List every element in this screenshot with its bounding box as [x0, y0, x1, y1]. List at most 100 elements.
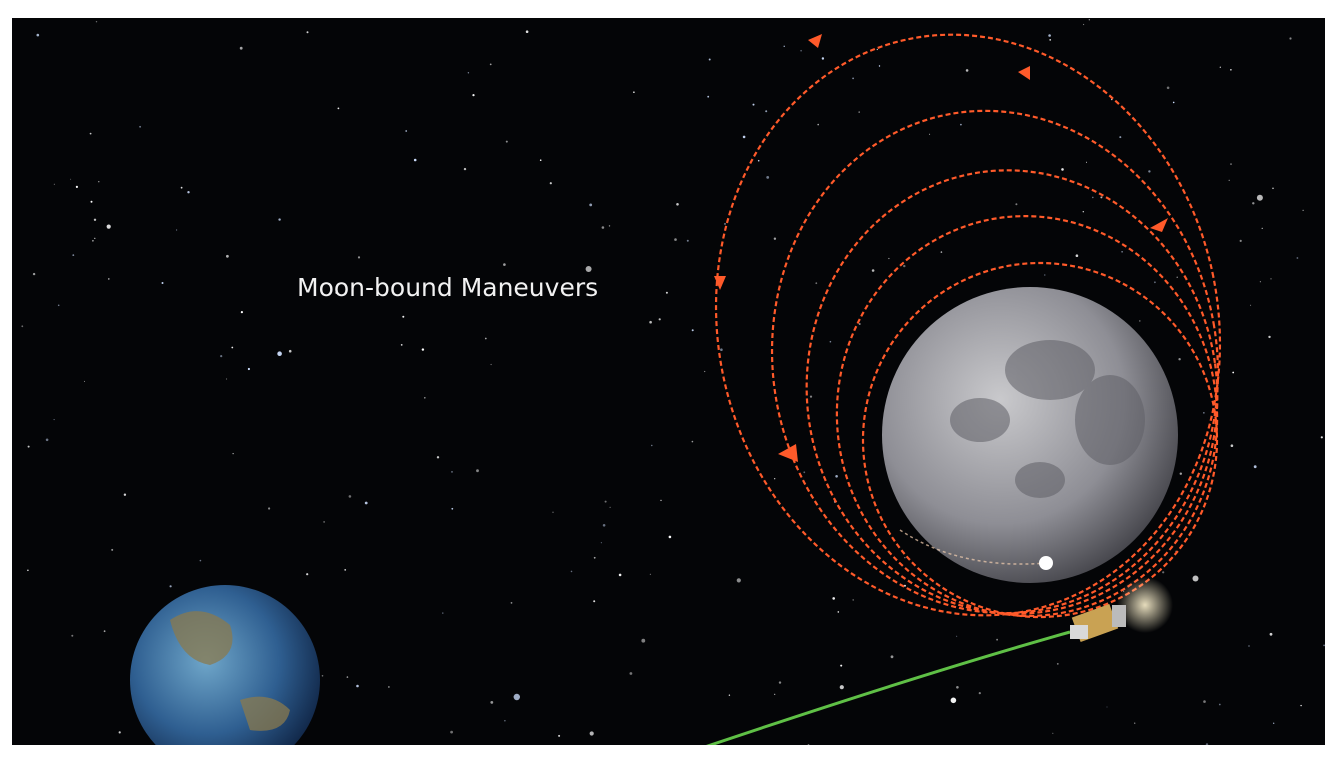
star	[1167, 87, 1170, 90]
star	[724, 223, 726, 225]
star	[815, 282, 817, 284]
star	[1262, 228, 1263, 229]
star	[941, 251, 943, 253]
star	[233, 453, 234, 454]
star	[1139, 320, 1141, 322]
star	[491, 364, 492, 365]
star	[558, 735, 560, 737]
star	[1057, 663, 1059, 665]
star	[1270, 633, 1273, 636]
star	[405, 130, 407, 132]
star	[344, 569, 346, 571]
star	[1300, 705, 1301, 706]
star	[903, 265, 905, 267]
star	[1173, 102, 1175, 104]
star	[877, 49, 878, 50]
star	[485, 338, 487, 340]
star	[306, 573, 308, 575]
star	[765, 110, 767, 112]
star	[571, 571, 573, 573]
star	[1015, 203, 1017, 205]
star	[1154, 281, 1156, 283]
star	[666, 292, 668, 294]
star	[590, 731, 594, 735]
star	[240, 47, 243, 50]
star	[1203, 700, 1206, 703]
star	[1100, 196, 1102, 198]
star	[966, 69, 969, 72]
star	[307, 31, 309, 33]
star	[633, 91, 635, 93]
star	[810, 396, 812, 398]
star	[1044, 274, 1045, 275]
star	[1177, 277, 1178, 278]
star	[1321, 436, 1323, 438]
star	[674, 238, 677, 241]
star	[1271, 278, 1272, 279]
star	[1180, 473, 1182, 475]
star	[1086, 162, 1087, 163]
star	[226, 255, 229, 258]
star	[676, 203, 679, 206]
star	[388, 686, 389, 687]
star	[891, 655, 894, 658]
star	[442, 612, 443, 613]
star	[1240, 240, 1242, 242]
star	[1076, 254, 1079, 257]
star	[349, 495, 352, 498]
star	[365, 502, 368, 505]
star	[822, 57, 824, 59]
star	[605, 501, 607, 503]
star	[72, 254, 74, 256]
star	[94, 238, 95, 239]
star	[514, 694, 520, 700]
star	[1048, 34, 1051, 37]
star	[649, 321, 652, 324]
star	[1232, 372, 1234, 374]
star	[347, 676, 349, 678]
star	[1254, 465, 1257, 468]
star	[835, 475, 838, 478]
star	[589, 204, 592, 207]
star	[1260, 281, 1261, 282]
star	[1230, 163, 1231, 164]
star	[1273, 723, 1274, 724]
star	[669, 536, 672, 539]
star	[119, 731, 121, 733]
star	[704, 371, 705, 372]
star	[268, 507, 270, 509]
star	[289, 350, 292, 353]
star	[602, 226, 605, 229]
star	[817, 124, 819, 126]
star	[1289, 37, 1291, 39]
star	[956, 686, 959, 689]
star	[888, 258, 889, 259]
star	[278, 218, 280, 220]
star	[774, 238, 776, 240]
star	[526, 30, 529, 33]
star	[98, 181, 99, 182]
star	[1092, 197, 1094, 199]
star	[659, 318, 661, 320]
star	[753, 104, 755, 106]
star	[803, 471, 805, 473]
star	[451, 508, 453, 510]
landing-site	[1039, 556, 1053, 570]
star	[28, 446, 30, 448]
star	[610, 507, 611, 508]
star	[996, 639, 998, 641]
star	[1148, 170, 1150, 172]
star	[511, 602, 513, 604]
star	[1272, 188, 1274, 190]
page: Moon-bound Maneuvers (() => { const data…	[0, 0, 1325, 769]
star	[176, 229, 177, 230]
star	[858, 111, 860, 113]
star	[76, 186, 78, 188]
star	[187, 191, 189, 193]
star	[424, 397, 426, 399]
star	[1052, 733, 1053, 734]
star	[1089, 19, 1090, 20]
star	[692, 329, 694, 331]
star	[540, 159, 542, 161]
star	[248, 368, 250, 370]
